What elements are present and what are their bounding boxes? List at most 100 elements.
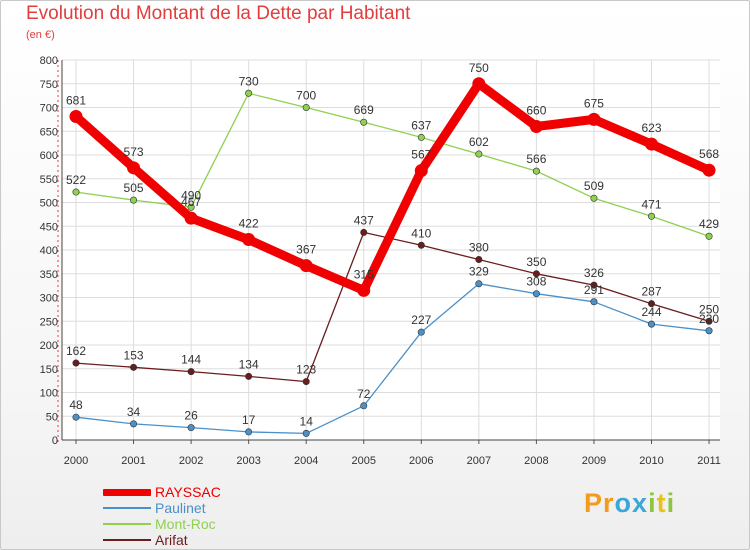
data-point-paulinet bbox=[360, 402, 368, 410]
y-tick-label: 450 bbox=[40, 221, 58, 233]
data-point-rayssac bbox=[299, 259, 313, 273]
data-label-arifat: 250 bbox=[699, 302, 719, 316]
data-label-rayssac: 750 bbox=[469, 61, 489, 75]
y-tick-label: 400 bbox=[40, 245, 58, 257]
data-label-mont-roc: 669 bbox=[354, 103, 374, 117]
data-point-paulinet bbox=[302, 429, 310, 437]
data-label-rayssac: 675 bbox=[584, 96, 604, 110]
data-point-arifat bbox=[705, 317, 713, 325]
data-label-paulinet: 72 bbox=[357, 387, 371, 401]
x-tick-label: 2002 bbox=[179, 455, 203, 467]
series-line-paulinet bbox=[75, 283, 710, 435]
data-point-mont-roc bbox=[187, 203, 195, 211]
legend-item-paulinet: Paulinet bbox=[103, 500, 221, 516]
data-label-mont-roc: 509 bbox=[584, 179, 604, 193]
x-tick-label: 2008 bbox=[524, 455, 548, 467]
data-label-rayssac: 660 bbox=[526, 104, 546, 118]
data-point-arifat bbox=[130, 363, 138, 371]
y-tick-label: 650 bbox=[40, 126, 58, 138]
series-line-rayssac bbox=[71, 79, 714, 295]
legend-label: Mont-Roc bbox=[155, 516, 216, 532]
data-label-paulinet: 244 bbox=[641, 305, 661, 319]
x-tick-label: 2003 bbox=[236, 455, 260, 467]
data-label-rayssac: 467 bbox=[181, 195, 201, 209]
y-tick-label: 700 bbox=[40, 103, 58, 115]
data-point-paulinet bbox=[72, 413, 80, 421]
legend-swatch bbox=[103, 523, 151, 525]
data-label-mont-roc: 471 bbox=[641, 197, 661, 211]
data-label-mont-roc: 700 bbox=[296, 89, 316, 103]
data-point-mont-roc bbox=[705, 232, 713, 240]
x-tick-label: 2010 bbox=[639, 455, 663, 467]
data-label-paulinet: 14 bbox=[300, 414, 314, 428]
data-point-arifat bbox=[187, 368, 195, 376]
y-tick-label: 0 bbox=[52, 435, 58, 447]
data-label-paulinet: 329 bbox=[469, 265, 489, 279]
x-tick-label: 2005 bbox=[352, 455, 376, 467]
data-point-arifat bbox=[417, 241, 425, 249]
data-label-arifat: 153 bbox=[124, 348, 144, 362]
data-point-rayssac bbox=[529, 120, 543, 133]
data-point-mont-roc bbox=[245, 89, 253, 97]
y-tick-label: 250 bbox=[40, 316, 58, 328]
data-label-mont-roc: 602 bbox=[469, 135, 489, 149]
data-label-arifat: 437 bbox=[354, 213, 374, 227]
data-point-arifat bbox=[532, 270, 540, 278]
data-label-paulinet: 230 bbox=[699, 312, 719, 326]
logo-letter: i bbox=[666, 488, 676, 518]
y-tick-label: 600 bbox=[40, 150, 58, 162]
data-point-rayssac bbox=[184, 211, 198, 225]
data-label-mont-roc: 429 bbox=[699, 217, 719, 231]
data-label-rayssac: 367 bbox=[296, 243, 316, 257]
x-tick-label: 2000 bbox=[64, 455, 88, 467]
data-label-paulinet: 291 bbox=[584, 283, 604, 297]
chart-legend: RAYSSAC Paulinet Mont-Roc Arifat bbox=[103, 484, 221, 548]
data-point-arifat bbox=[72, 359, 80, 367]
data-label-mont-roc: 566 bbox=[526, 152, 546, 166]
chart-subtitle: (en €) bbox=[26, 29, 55, 41]
data-label-rayssac: 422 bbox=[239, 217, 259, 231]
y-tick-label: 300 bbox=[40, 293, 58, 305]
data-point-arifat bbox=[302, 378, 310, 386]
data-point-arifat bbox=[360, 228, 368, 236]
legend-item-rayssac: RAYSSAC bbox=[103, 484, 221, 500]
data-point-paulinet bbox=[647, 320, 655, 328]
x-tick-label: 2011 bbox=[697, 455, 721, 467]
data-label-arifat: 350 bbox=[526, 255, 546, 269]
data-label-paulinet: 227 bbox=[411, 313, 431, 327]
x-tick-label: 2007 bbox=[467, 455, 491, 467]
data-label-rayssac: 573 bbox=[124, 145, 144, 159]
data-label-arifat: 162 bbox=[66, 344, 86, 358]
data-point-paulinet bbox=[590, 298, 598, 306]
y-tick-label: 750 bbox=[40, 79, 58, 91]
data-point-paulinet bbox=[532, 290, 540, 298]
x-tick-label: 2004 bbox=[294, 455, 318, 467]
legend-swatch bbox=[103, 507, 151, 509]
data-point-mont-roc bbox=[647, 212, 655, 220]
data-label-mont-roc: 490 bbox=[181, 188, 201, 202]
legend-swatch bbox=[103, 539, 151, 541]
x-tick-label: 2001 bbox=[121, 455, 145, 467]
data-point-rayssac bbox=[242, 233, 256, 247]
data-point-mont-roc bbox=[590, 194, 598, 202]
data-point-paulinet bbox=[705, 327, 713, 335]
data-label-paulinet: 34 bbox=[127, 405, 141, 419]
data-label-paulinet: 17 bbox=[242, 413, 256, 427]
data-label-arifat: 123 bbox=[296, 363, 316, 377]
chart-title: Evolution du Montant de la Dette par Hab… bbox=[26, 3, 411, 24]
data-point-paulinet bbox=[475, 280, 483, 288]
data-point-mont-roc bbox=[532, 167, 540, 175]
data-label-arifat: 287 bbox=[641, 285, 661, 299]
data-point-mont-roc bbox=[475, 150, 483, 158]
legend-label: Paulinet bbox=[155, 500, 206, 516]
proxiti-logo: Proxiti bbox=[584, 488, 675, 519]
logo-letter: r bbox=[603, 488, 615, 518]
data-point-rayssac bbox=[702, 163, 716, 177]
data-label-paulinet: 308 bbox=[526, 275, 546, 289]
data-point-arifat bbox=[475, 255, 483, 263]
data-label-mont-roc: 522 bbox=[66, 173, 86, 187]
data-point-arifat bbox=[647, 300, 655, 308]
y-tick-label: 500 bbox=[40, 198, 58, 210]
data-point-rayssac bbox=[69, 110, 83, 124]
data-label-rayssac: 315 bbox=[354, 267, 374, 281]
